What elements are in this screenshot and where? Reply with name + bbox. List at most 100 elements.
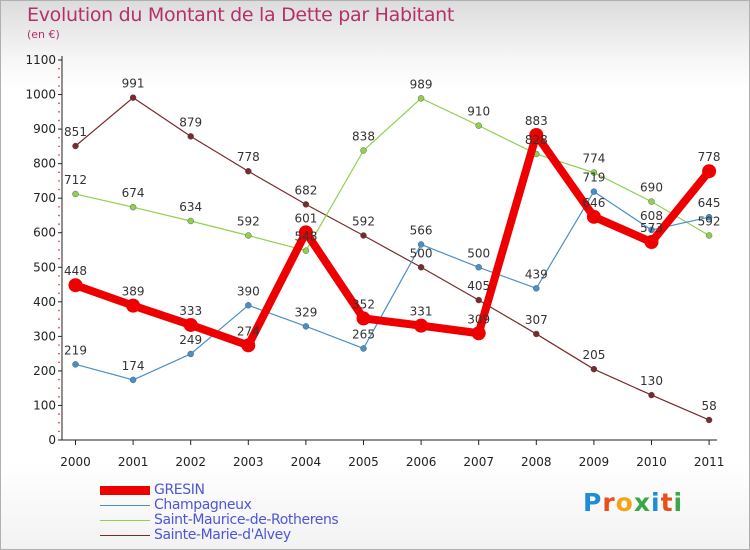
data-label-champagneux: 608	[640, 209, 663, 223]
data-point-gresin	[298, 225, 313, 240]
data-point-gresin	[241, 338, 256, 353]
legend-swatch	[100, 505, 150, 506]
chart-title: Evolution du Montant de la Dette par Hab…	[27, 4, 455, 26]
data-point-champagneux	[417, 241, 425, 248]
data-label-gresin: 352	[352, 297, 375, 311]
logo-letter: i	[651, 488, 661, 517]
y-tick-label: 600	[33, 226, 56, 240]
data-label-saint-maurice-de-rotherens: 634	[179, 200, 202, 214]
data-label-sainte-marie-d-alvey: 682	[294, 183, 317, 197]
logo-letter: i	[673, 488, 684, 517]
data-point-sainte-marie-d-alvey	[417, 264, 425, 271]
data-point-champagneux	[302, 323, 310, 330]
y-minor-tick	[58, 223, 60, 225]
y-minor-tick	[58, 136, 60, 139]
data-label-gresin: 309	[467, 312, 490, 326]
data-label-saint-maurice-de-rotherens: 690	[640, 181, 663, 195]
y-minor-tick	[58, 206, 60, 208]
y-minor-tick	[58, 145, 60, 148]
legend-swatch	[100, 535, 150, 536]
data-point-gresin	[183, 317, 198, 332]
data-point-saint-maurice-de-rotherens	[705, 232, 713, 239]
data-point-sainte-marie-d-alvey	[705, 416, 713, 424]
data-label-gresin: 573	[640, 221, 663, 235]
y-tick-label: 800	[33, 157, 56, 171]
data-label-sainte-marie-d-alvey: 778	[237, 150, 260, 164]
series-line-saint-maurice-de-rotherens	[74, 97, 710, 252]
y-tick-label: 200	[33, 364, 56, 378]
y-minor-tick	[58, 413, 60, 415]
y-minor-tick	[58, 283, 60, 286]
y-tick-label: 1100	[25, 53, 56, 67]
data-point-saint-maurice-de-rotherens	[245, 232, 252, 239]
x-tick-label: 2005	[348, 455, 379, 469]
data-label-sainte-marie-d-alvey: 991	[122, 77, 145, 91]
y-minor-tick	[58, 171, 60, 174]
unit-label: (en €)	[27, 28, 60, 41]
y-minor-tick	[58, 344, 60, 346]
data-label-saint-maurice-de-rotherens: 774	[582, 152, 605, 166]
data-labels: 851 991 879 778 682 592 500 405 307 205 130 58 712 67…	[64, 77, 721, 413]
y-tick-label: 100	[33, 398, 56, 412]
legend-label: Sainte-Marie-d'Alvey	[154, 527, 291, 543]
y-minor-tick	[58, 378, 60, 381]
y-minor-tick	[58, 275, 60, 277]
y-tick-label: 300	[33, 329, 56, 343]
data-label-gresin: 646	[582, 196, 605, 210]
y-minor-tick	[58, 421, 60, 424]
data-point-sainte-marie-d-alvey	[648, 391, 655, 399]
data-point-sainte-marie-d-alvey	[533, 330, 540, 338]
y-minor-tick	[58, 180, 60, 182]
data-point-gresin	[644, 235, 659, 250]
data-label-saint-maurice-de-rotherens: 910	[467, 105, 490, 119]
data-point-sainte-marie-d-alvey	[129, 94, 137, 101]
data-label-champagneux: 390	[237, 284, 260, 298]
data-label-gresin: 331	[410, 305, 433, 319]
x-tick-label: 2004	[291, 455, 322, 469]
y-minor-tick	[58, 387, 60, 389]
data-point-gresin	[529, 127, 544, 142]
data-point-saint-maurice-de-rotherens	[360, 147, 367, 154]
data-label-champagneux: 645	[698, 196, 721, 210]
y-minor-tick	[58, 318, 60, 320]
series-line-champagneux	[74, 191, 710, 381]
series-line-sainte-marie-d-alvey	[74, 97, 710, 421]
data-label-sainte-marie-d-alvey: 205	[582, 348, 605, 362]
data-point-sainte-marie-d-alvey	[302, 201, 310, 208]
data-label-sainte-marie-d-alvey: 879	[179, 115, 202, 129]
data-label-saint-maurice-de-rotherens: 838	[352, 130, 375, 144]
legend-swatch	[100, 486, 150, 495]
data-label-gresin: 448	[64, 264, 87, 278]
data-label-sainte-marie-d-alvey: 405	[467, 279, 490, 293]
data-label-saint-maurice-de-rotherens: 674	[122, 186, 145, 200]
legend-label: Champagneux	[154, 497, 252, 513]
y-tick-label: 900	[33, 122, 56, 136]
y-minor-tick	[58, 154, 60, 156]
x-tick-label: 2009	[579, 455, 610, 469]
y-minor-tick	[58, 111, 60, 113]
y-minor-tick	[58, 102, 60, 104]
data-label-sainte-marie-d-alvey: 592	[352, 214, 375, 228]
data-point-gresin	[586, 209, 601, 224]
data-label-sainte-marie-d-alvey: 851	[64, 125, 87, 139]
data-label-champagneux: 500	[467, 246, 490, 260]
y-minor-tick	[58, 67, 60, 70]
data-point-saint-maurice-de-rotherens	[417, 95, 425, 102]
data-point-sainte-marie-d-alvey	[590, 365, 598, 373]
data-point-sainte-marie-d-alvey	[245, 168, 252, 175]
data-label-champagneux: 219	[64, 343, 87, 357]
data-point-saint-maurice-de-rotherens	[475, 122, 482, 129]
y-minor-tick	[58, 85, 60, 87]
data-label-sainte-marie-d-alvey: 500	[410, 246, 433, 260]
data-point-saint-maurice-de-rotherens	[648, 198, 655, 205]
data-point-champagneux	[72, 361, 79, 368]
series-line-gresin	[71, 130, 714, 350]
logo-letter: t	[660, 488, 674, 517]
data-label-champagneux: 174	[122, 359, 145, 373]
y-minor-tick	[58, 257, 60, 260]
y-minor-tick	[58, 326, 60, 329]
x-tick-label: 2006	[406, 455, 437, 469]
data-label-saint-maurice-de-rotherens: 828	[525, 133, 548, 147]
x-tick-label: 2001	[118, 455, 149, 469]
